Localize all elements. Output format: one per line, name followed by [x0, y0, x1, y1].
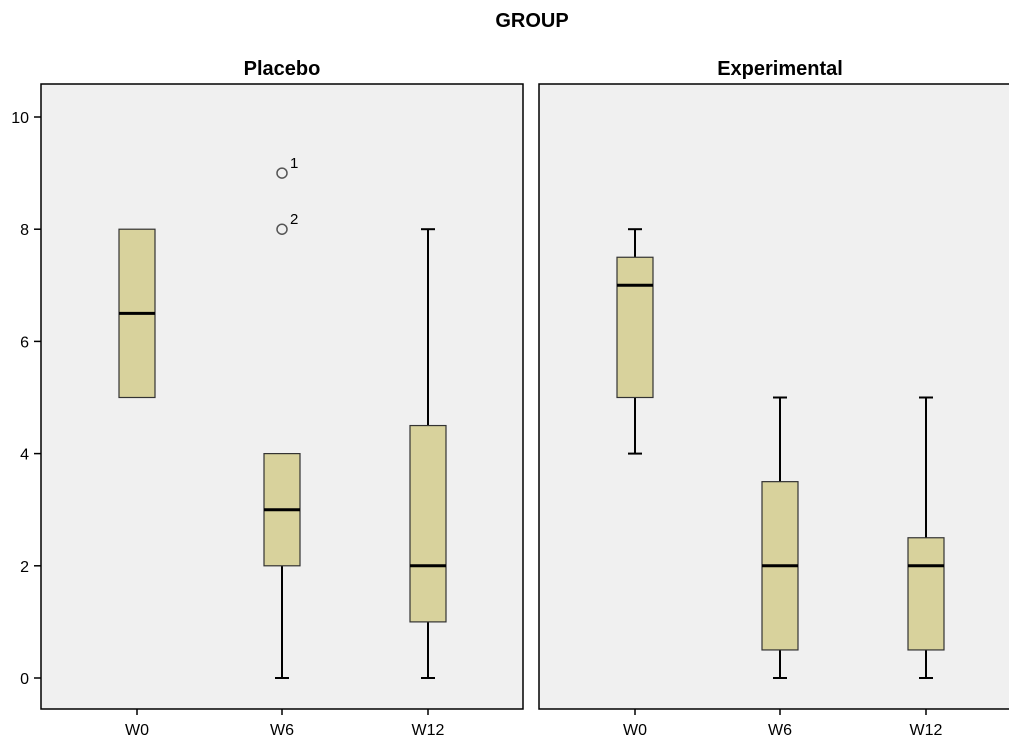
y-tick-label: 6	[20, 334, 29, 351]
panel-experimental: Experimental W0 W6 W12	[538, 58, 1009, 739]
x-tick-label: W12	[910, 722, 943, 739]
box-w12	[409, 228, 447, 679]
outlier-point	[276, 223, 288, 235]
x-tick-label: W0	[125, 722, 149, 739]
y-axis: 0 2 4 6 8 10	[11, 110, 41, 688]
x-tick-label: W0	[623, 722, 647, 739]
box-iqr	[409, 424, 447, 623]
chart-title: GROUP	[495, 10, 568, 32]
boxes-placebo: 12	[118, 155, 447, 679]
box-iqr	[616, 256, 654, 399]
x-tick-label: W6	[270, 722, 294, 739]
y-tick-label: 4	[20, 447, 29, 464]
y-tick-label: 8	[20, 222, 29, 239]
y-tick-label: 0	[20, 671, 29, 688]
box-w12	[907, 396, 945, 679]
y-tick-label: 10	[11, 110, 29, 127]
box-w6	[761, 396, 799, 679]
box-iqr	[907, 537, 945, 651]
x-axis-experimental: W0 W6 W12	[623, 709, 943, 739]
panel-title-placebo: Placebo	[244, 58, 321, 80]
box-w0	[118, 228, 156, 399]
outlier-point	[276, 167, 288, 179]
x-tick-label: W12	[412, 722, 445, 739]
boxes-experimental	[616, 228, 945, 679]
x-tick-label: W6	[768, 722, 792, 739]
box-w6: 12	[263, 155, 301, 679]
outlier-label: 2	[290, 211, 298, 228]
panel-title-experimental: Experimental	[717, 58, 843, 80]
y-tick-label: 2	[20, 559, 29, 576]
x-axis-placebo: W0 W6 W12	[125, 709, 445, 739]
box-w0	[616, 228, 654, 455]
outlier-label: 1	[290, 155, 298, 172]
